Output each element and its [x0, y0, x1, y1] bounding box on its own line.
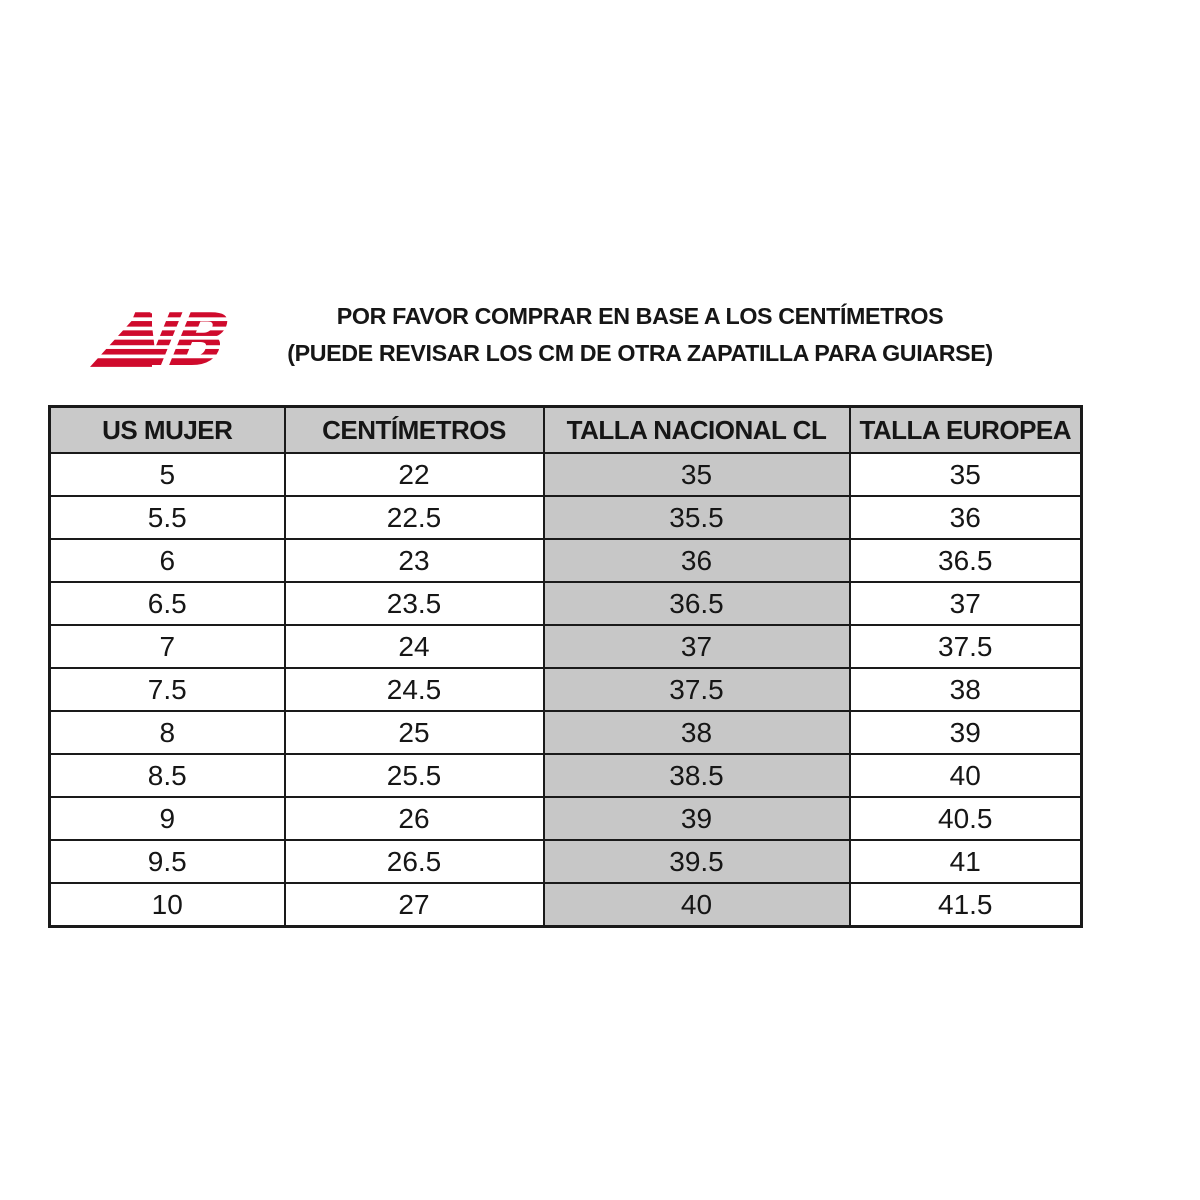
- table-row: 7 24 37 37.5: [48, 624, 1083, 669]
- table-row: 9.5 26.5 39.5 41: [48, 839, 1083, 884]
- table-cell: 26: [283, 796, 545, 841]
- table-cell: 37.5: [848, 624, 1083, 669]
- new-balance-logo: NB: [79, 294, 256, 383]
- svg-text:NB: NB: [108, 299, 233, 382]
- table-cell: 22: [283, 452, 545, 497]
- table-row: 10 27 40 41.5: [48, 882, 1083, 928]
- table-cell: 35: [542, 452, 851, 497]
- table-body: 5 22 35 35 5.5 22.5 35.5 36 6 23 36 36.5 6.5 23.5 36.5…: [48, 452, 1083, 928]
- table-cell: 39: [848, 710, 1083, 755]
- table-cell: 39: [542, 796, 851, 841]
- table-cell: 22.5: [283, 495, 545, 540]
- table-cell: 40.5: [848, 796, 1083, 841]
- size-conversion-table: US MUJER CENTÍMETROS TALLA NACIONAL CL TALL…: [48, 405, 1083, 928]
- table-cell: 40: [848, 753, 1083, 798]
- column-header-2: TALLA NACIONAL CL: [542, 405, 851, 454]
- table-cell: 9.5: [48, 839, 286, 884]
- table-cell: 38: [542, 710, 851, 755]
- table-cell: 23: [283, 538, 545, 583]
- table-row: 5.5 22.5 35.5 36: [48, 495, 1083, 540]
- column-header-3: TALLA EUROPEA: [848, 405, 1083, 454]
- table-cell: 36.5: [848, 538, 1083, 583]
- table-cell: 41: [848, 839, 1083, 884]
- table-cell: 35: [848, 452, 1083, 497]
- table-cell: 25: [283, 710, 545, 755]
- table-cell: 37: [542, 624, 851, 669]
- table-row: 9 26 39 40.5: [48, 796, 1083, 841]
- table-cell: 9: [48, 796, 286, 841]
- column-header-1: CENTÍMETROS: [283, 405, 545, 454]
- table-header-row: US MUJER CENTÍMETROS TALLA NACIONAL CL TALL…: [48, 405, 1083, 454]
- table-cell: 7.5: [48, 667, 286, 712]
- table-cell: 37: [848, 581, 1083, 626]
- title-line-1: POR FAVOR COMPRAR EN BASE A LOS CENTÍMET…: [336, 303, 944, 329]
- table-cell: 24.5: [283, 667, 545, 712]
- table-cell: 38: [848, 667, 1083, 712]
- table-cell: 36.5: [542, 581, 851, 626]
- table-cell: 40: [542, 882, 851, 928]
- page-title: POR FAVOR COMPRAR EN BASE A LOS CENTÍMET…: [259, 298, 1021, 372]
- table-row: 6 23 36 36.5: [48, 538, 1083, 583]
- table-row: 5 22 35 35: [48, 452, 1083, 497]
- table-cell: 5.5: [48, 495, 286, 540]
- table-cell: 25.5: [283, 753, 545, 798]
- table-row: 8 25 38 39: [48, 710, 1083, 755]
- table-cell: 39.5: [542, 839, 851, 884]
- table-cell: 8.5: [48, 753, 286, 798]
- table-cell: 10: [48, 882, 286, 928]
- table-cell: 36: [848, 495, 1083, 540]
- table-cell: 6.5: [48, 581, 286, 626]
- table-row: 6.5 23.5 36.5 37: [48, 581, 1083, 626]
- table-cell: 23.5: [283, 581, 545, 626]
- table-cell: 7: [48, 624, 286, 669]
- table-cell: 38.5: [542, 753, 851, 798]
- table-cell: 37.5: [542, 667, 851, 712]
- table-cell: 5: [48, 452, 286, 497]
- table-cell: 27: [283, 882, 545, 928]
- table-row: 8.5 25.5 38.5 40: [48, 753, 1083, 798]
- table-cell: 35.5: [542, 495, 851, 540]
- table-cell: 8: [48, 710, 286, 755]
- column-header-0: US MUJER: [48, 405, 286, 454]
- table-row: 7.5 24.5 37.5 38: [48, 667, 1083, 712]
- table-cell: 24: [283, 624, 545, 669]
- table-cell: 26.5: [283, 839, 545, 884]
- table-cell: 36: [542, 538, 851, 583]
- title-line-2: (PUEDE REVISAR LOS CM DE OTRA ZAPATILLA …: [287, 340, 993, 366]
- table-cell: 41.5: [848, 882, 1083, 928]
- table-cell: 6: [48, 538, 286, 583]
